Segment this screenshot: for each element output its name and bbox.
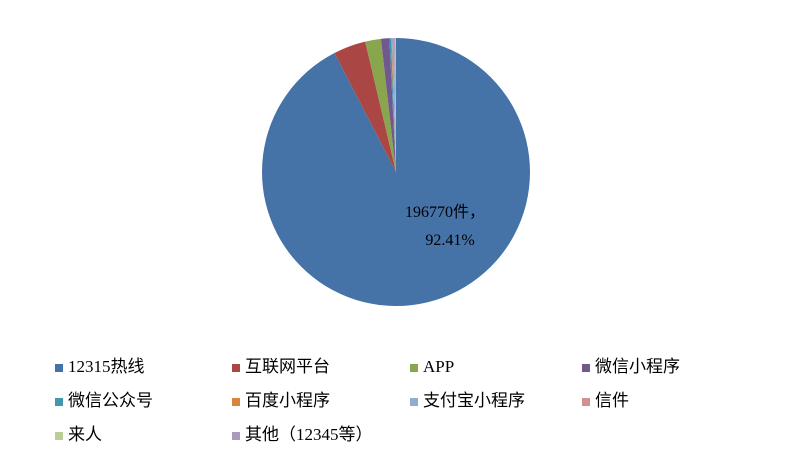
pie-slice [394,38,396,173]
legend-swatch [410,364,418,372]
legend-label: 来人 [68,425,102,444]
pie-slice [389,38,396,172]
legend-label: 12315热线 [68,357,145,376]
legend-swatch [232,364,240,372]
legend-label: 微信公众号 [68,391,153,410]
legend-label: 百度小程序 [245,391,330,410]
pie-slice [391,38,396,172]
pie-slice [261,38,530,307]
pie-slice [391,38,396,172]
legend-label: 微信小程序 [595,357,680,376]
legend-label: 其他（12345等） [245,425,373,444]
legend-label: APP [423,357,454,376]
legend-label: 信件 [595,391,629,410]
legend-swatch [55,364,63,372]
data-label-line: 196770件， [405,203,485,221]
pie-slice [334,41,396,173]
pie-slice [380,38,396,173]
pie-slice [395,38,396,172]
legend-swatch [582,398,590,406]
legend-swatch [55,398,63,406]
legend-label: 互联网平台 [245,357,330,376]
legend-swatch [55,432,63,440]
legend-swatch [232,432,240,440]
legend-swatch [232,398,240,406]
legend-swatch [410,398,418,406]
data-label-line: 92.41% [425,232,474,249]
legend-swatch [582,364,590,372]
data-label: 196770件， 92.41% [405,203,485,249]
pie-slice [365,38,396,173]
legend-label: 支付宝小程序 [423,391,525,410]
